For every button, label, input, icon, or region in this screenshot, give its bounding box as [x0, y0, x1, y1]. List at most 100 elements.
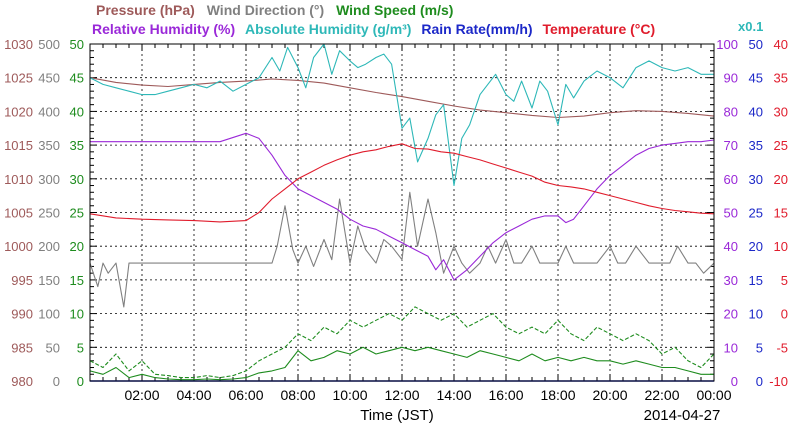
date-label: 2014-04-27 — [644, 407, 721, 424]
left-tick-label: 300 — [38, 172, 60, 187]
series-temperature-c — [89, 143, 715, 223]
scale-note: x0.1 — [738, 19, 764, 34]
right-tick-label: 30 — [749, 172, 763, 187]
right-tick-label: 40 — [724, 239, 738, 254]
right-tick-label: -10 — [769, 374, 788, 389]
left-tick-label: 1020 — [4, 104, 33, 119]
right-tick-label: 50 — [724, 206, 738, 221]
right-tick-label: 20 — [774, 172, 788, 187]
legend-row-1: Pressure (hPa) Wind Direction (°) Wind S… — [96, 2, 453, 18]
legend-absolute-humidity: Absolute Humidity (g/m³) — [245, 21, 412, 37]
right-tick-label: 25 — [749, 206, 763, 221]
left-tick-label: 10 — [70, 307, 84, 322]
left-axes: 9809859909951000100510101015102010251030… — [4, 37, 84, 389]
x-tick-label: 04:00 — [176, 387, 211, 403]
left-tick-label: 20 — [70, 239, 84, 254]
right-tick-label: 5 — [781, 273, 788, 288]
right-tick-label: 45 — [749, 71, 763, 86]
right-tick-label: 25 — [774, 138, 788, 153]
x-tick-label: 14:00 — [436, 387, 471, 403]
series-absolute-humidity-g-m — [89, 43, 714, 187]
x-axis-ticks: 02:00 04:00 06:00 08:00 10:00 12:00 14:00 16:00… — [124, 387, 731, 403]
grid — [89, 43, 715, 382]
legend-pressure: Pressure (hPa) — [96, 2, 195, 18]
left-tick-label: 25 — [70, 206, 84, 221]
left-tick-label: 1005 — [4, 206, 33, 221]
x-axis-label: Time (JST) — [360, 407, 434, 424]
left-tick-label: 40 — [70, 104, 84, 119]
x-tick-label: 08:00 — [280, 387, 315, 403]
left-tick-label: 1015 — [4, 138, 33, 153]
right-tick-label: 70 — [724, 138, 738, 153]
left-tick-label: 1000 — [4, 239, 33, 254]
right-tick-label: 90 — [724, 71, 738, 86]
right-tick-label: 0 — [731, 374, 738, 389]
right-tick-label: 15 — [749, 273, 763, 288]
right-tick-label: 15 — [774, 206, 788, 221]
right-tick-label: 30 — [724, 273, 738, 288]
x-tick-label: 16:00 — [488, 387, 523, 403]
right-tick-label: 80 — [724, 104, 738, 119]
x-tick-label: 20:00 — [592, 387, 627, 403]
right-tick-label: 40 — [774, 37, 788, 52]
left-tick-label: 200 — [38, 239, 60, 254]
x-tick-label: 22:00 — [644, 387, 679, 403]
left-tick-label: 150 — [38, 273, 60, 288]
plot-frame — [89, 43, 715, 382]
right-tick-label: 35 — [749, 138, 763, 153]
right-tick-label: 5 — [756, 340, 763, 355]
legend-row-2: Relative Humidity (%) Absolute Humidity … — [92, 21, 655, 37]
left-tick-label: 35 — [70, 138, 84, 153]
right-tick-label: 10 — [724, 340, 738, 355]
series-wind-direction — [89, 191, 715, 308]
left-tick-label: 50 — [70, 37, 84, 52]
left-tick-label: 30 — [70, 172, 84, 187]
legend-temperature: Temperature (°C) — [542, 21, 656, 37]
x-tick-label: 10:00 — [332, 387, 367, 403]
right-tick-label: 35 — [774, 71, 788, 86]
right-tick-label: 20 — [724, 307, 738, 322]
x-tick-label: 12:00 — [384, 387, 419, 403]
left-tick-label: 100 — [38, 307, 60, 322]
left-tick-label: 995 — [11, 273, 33, 288]
left-tick-label: 15 — [70, 273, 84, 288]
left-tick-label: 990 — [11, 307, 33, 322]
x-tick-label: 02:00 — [124, 387, 159, 403]
left-tick-label: 50 — [46, 340, 60, 355]
left-tick-label: 5 — [77, 340, 84, 355]
right-tick-label: 40 — [749, 104, 763, 119]
right-tick-label: 60 — [724, 172, 738, 187]
left-tick-label: 350 — [38, 138, 60, 153]
right-tick-label: 0 — [781, 307, 788, 322]
legend-wind-direction: Wind Direction (°) — [206, 2, 325, 18]
right-tick-label: 10 — [774, 239, 788, 254]
legend-relative-humidity: Relative Humidity (%) — [92, 21, 236, 37]
right-tick-label: 0 — [756, 374, 763, 389]
series-wind-speed-gust-m-s — [89, 306, 715, 379]
left-tick-label: 450 — [38, 71, 60, 86]
right-tick-label: 20 — [749, 239, 763, 254]
left-tick-label: 0 — [77, 374, 84, 389]
right-tick-label: 100 — [716, 37, 738, 52]
right-tick-label: 50 — [749, 37, 763, 52]
right-axes: 0102030405060708090100051015202530354045… — [716, 37, 788, 389]
right-tick-label: 10 — [749, 307, 763, 322]
x-tick-label: 00:00 — [696, 387, 731, 403]
right-tick-label: -5 — [776, 340, 788, 355]
right-tick-label: 30 — [774, 104, 788, 119]
left-tick-label: 500 — [38, 37, 60, 52]
legend-wind-speed: Wind Speed (m/s) — [336, 2, 454, 18]
left-tick-label: 1030 — [4, 37, 33, 52]
left-tick-label: 400 — [38, 104, 60, 119]
left-tick-label: 0 — [53, 374, 60, 389]
left-tick-label: 45 — [70, 71, 84, 86]
left-tick-label: 250 — [38, 206, 60, 221]
x-tick-label: 18:00 — [540, 387, 575, 403]
left-tick-label: 1025 — [4, 71, 33, 86]
series-relative-humidity — [90, 132, 715, 281]
x-tick-label: 06:00 — [228, 387, 263, 403]
legend-rain-rate: Rain Rate(mm/h) — [421, 21, 533, 37]
left-tick-label: 980 — [11, 374, 33, 389]
series-wind-speed-m-s — [89, 346, 714, 381]
